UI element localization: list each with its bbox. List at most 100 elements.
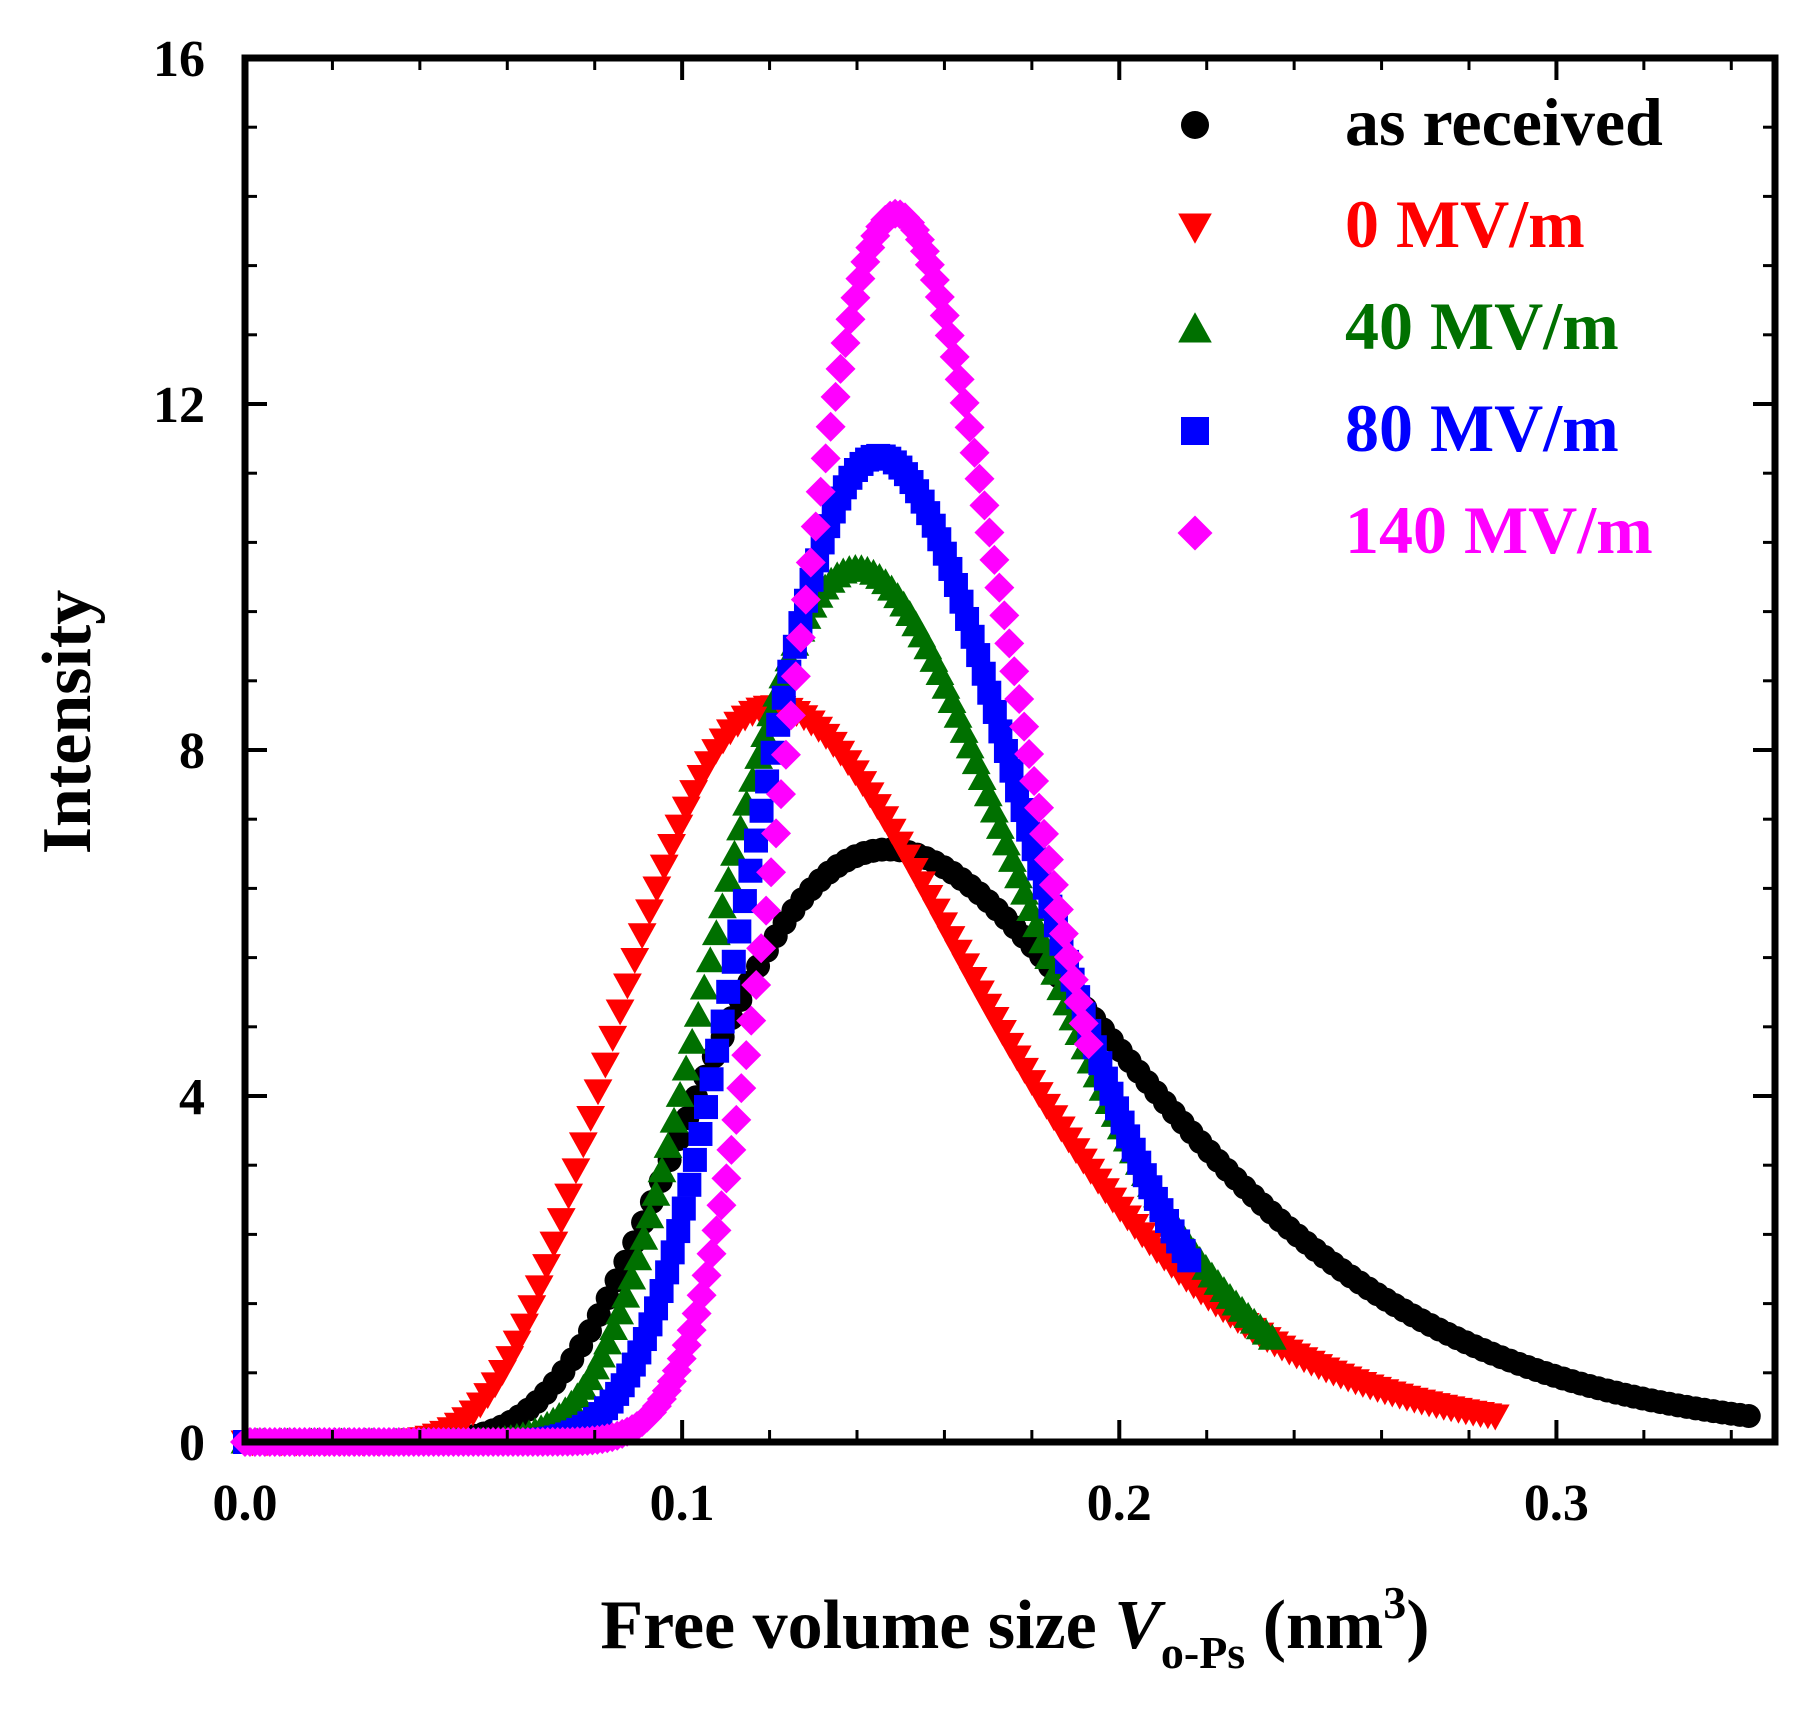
data-point xyxy=(958,966,988,993)
data-point xyxy=(691,1260,722,1291)
y-axis-title: Intensity xyxy=(29,590,106,854)
series-80-mv-m xyxy=(233,443,1202,1454)
data-point xyxy=(611,1281,641,1308)
legend-label: 0 MV/m xyxy=(1345,186,1585,262)
axis-ticks xyxy=(243,56,1775,1444)
data-point xyxy=(984,572,1015,603)
data-point xyxy=(649,854,679,881)
data-point xyxy=(959,437,990,468)
data-point xyxy=(657,834,686,860)
data-point xyxy=(705,1038,730,1063)
data-point xyxy=(765,779,796,810)
data-point xyxy=(1736,1404,1761,1429)
data-point xyxy=(694,1095,719,1120)
data-point xyxy=(710,1009,735,1034)
data-point xyxy=(914,884,944,911)
data-point xyxy=(973,993,1003,1020)
data-point xyxy=(741,969,772,1000)
legend-item: 0 MV/m xyxy=(1178,186,1585,262)
data-point xyxy=(820,381,851,412)
data-point xyxy=(944,364,975,395)
x-tick-label: 0.3 xyxy=(1524,1475,1589,1532)
data-point xyxy=(830,327,861,358)
data-point xyxy=(974,517,1005,548)
data-point xyxy=(726,1073,757,1104)
legend-label: as received xyxy=(1345,84,1663,160)
data-point xyxy=(660,1240,685,1265)
data-point xyxy=(714,865,743,892)
data-point xyxy=(835,304,866,335)
data-point xyxy=(1029,818,1060,849)
data-point xyxy=(790,584,821,615)
data-point xyxy=(617,1263,647,1290)
x-axis-title-var: V xyxy=(1114,1587,1166,1664)
data-point xyxy=(677,1172,702,1197)
data-point xyxy=(761,818,792,849)
x-axis-title-unit-sup: 3 xyxy=(1383,1577,1406,1628)
data-point xyxy=(979,544,1010,575)
data-point xyxy=(727,919,752,944)
data-point xyxy=(810,443,841,474)
data-point xyxy=(939,341,970,372)
series-0-mv-m xyxy=(230,695,1510,1457)
data-point xyxy=(635,1202,665,1229)
data-point xyxy=(659,1106,689,1133)
data-point xyxy=(943,939,973,966)
data-point xyxy=(1038,869,1069,900)
data-point xyxy=(1014,739,1045,770)
data-point xyxy=(892,844,922,871)
data-point xyxy=(593,1328,622,1355)
legend-marker xyxy=(1177,515,1213,551)
x-tick-label: 0.0 xyxy=(213,1475,278,1532)
data-point xyxy=(751,895,782,926)
data-points xyxy=(230,198,1761,1457)
legend-marker xyxy=(1178,312,1212,343)
data-point xyxy=(746,933,777,964)
legend-item: 140 MV/m xyxy=(1177,492,1653,568)
data-point xyxy=(629,1223,659,1250)
data-point xyxy=(716,1134,747,1165)
data-point xyxy=(706,1190,737,1221)
legend-marker xyxy=(1181,111,1209,139)
tick-labels: 0.0 0.1 0.2 0.3 0 4 8 12 16 xyxy=(153,31,1589,1532)
data-point xyxy=(677,1027,707,1054)
data-point xyxy=(749,798,774,823)
data-point xyxy=(929,912,959,939)
data-point xyxy=(683,1000,713,1027)
data-point xyxy=(620,947,650,974)
data-point xyxy=(800,511,831,542)
data-point xyxy=(711,1163,742,1194)
data-point xyxy=(605,999,635,1026)
data-point xyxy=(1073,1029,1104,1060)
data-point xyxy=(627,923,657,950)
data-point xyxy=(775,700,806,731)
data-point xyxy=(682,1147,707,1172)
legend-label: 40 MV/m xyxy=(1345,288,1619,364)
data-point xyxy=(969,490,1000,521)
x-axis-title-unit-open: (nm xyxy=(1245,1587,1383,1664)
data-point xyxy=(1480,1404,1510,1431)
data-point xyxy=(980,1006,1010,1033)
x-tick-label: 0.1 xyxy=(650,1475,715,1532)
data-point xyxy=(1177,1248,1202,1273)
data-point xyxy=(750,721,780,747)
legend-item: 80 MV/m xyxy=(1181,390,1619,466)
data-point xyxy=(936,926,966,952)
data-point xyxy=(966,980,995,1007)
y-tick-label: 12 xyxy=(153,377,205,434)
data-point xyxy=(934,320,965,351)
data-point xyxy=(929,300,960,331)
data-point xyxy=(795,547,826,578)
data-point xyxy=(1048,918,1079,949)
data-point xyxy=(899,857,929,884)
legend-item: 40 MV/m xyxy=(1178,288,1619,364)
data-point xyxy=(770,739,801,770)
data-point xyxy=(951,953,981,980)
data-point xyxy=(721,949,746,974)
x-axis-title-main: Free volume size xyxy=(600,1587,1114,1664)
data-point xyxy=(598,1025,628,1052)
data-point xyxy=(666,1219,691,1244)
data-point xyxy=(721,1104,752,1135)
legend-marker xyxy=(1178,213,1212,244)
